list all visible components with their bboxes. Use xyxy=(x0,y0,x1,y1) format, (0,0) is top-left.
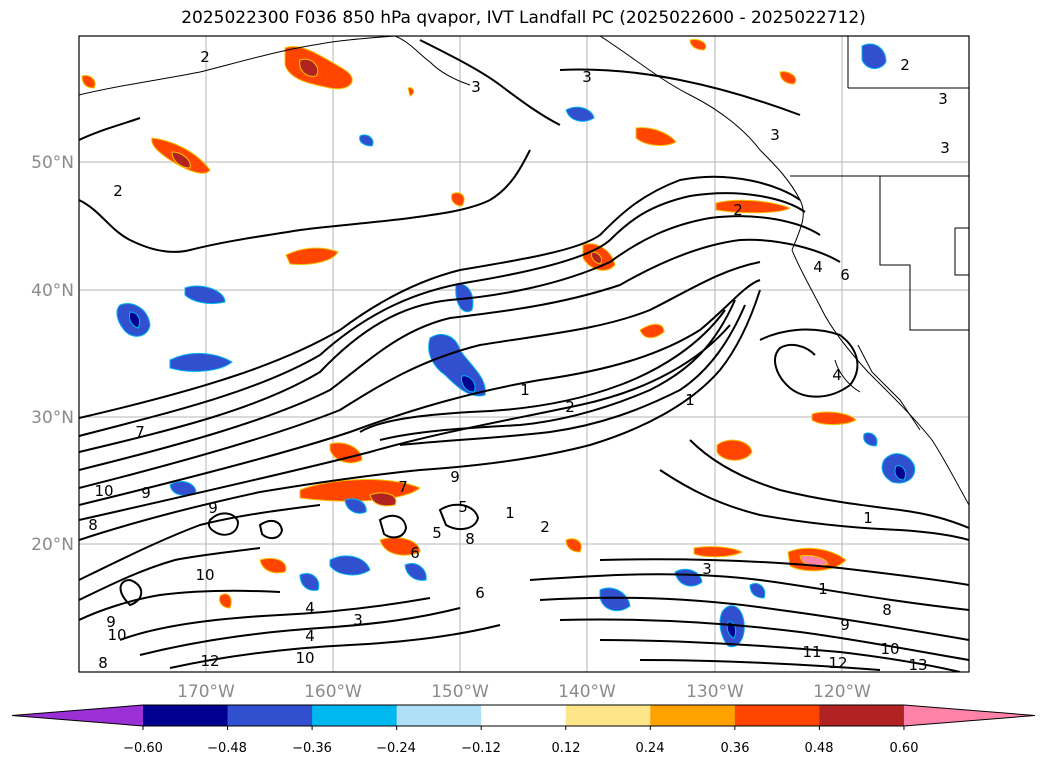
cb-tick-2: −0.48 xyxy=(207,741,247,756)
contour-label: 12 xyxy=(828,654,847,672)
contour-label: 9 xyxy=(840,616,850,634)
colorbar-segment xyxy=(734,705,820,726)
ivt-contours xyxy=(79,39,969,672)
contour-label: 6 xyxy=(475,584,485,602)
contour-label: 5 xyxy=(458,498,468,516)
lon-label-140w: 140°W xyxy=(558,682,616,702)
lon-label-160w: 160°W xyxy=(304,682,362,702)
cb-tick-9: 0.48 xyxy=(805,741,834,756)
contour-label: 4 xyxy=(305,599,315,617)
map-frame xyxy=(78,35,970,673)
colorbar-segment xyxy=(227,705,313,726)
cb-tick-4: −0.24 xyxy=(376,741,416,756)
contour-label: 10 xyxy=(880,640,899,658)
lon-label-150w: 150°W xyxy=(431,682,489,702)
contour-label: 3 xyxy=(770,126,780,144)
contour-label: 2 xyxy=(200,48,210,66)
contour-label: 10 xyxy=(195,566,214,584)
contour-label: 3 xyxy=(471,78,481,96)
colorbar-extend-low xyxy=(12,705,143,726)
contour-label: 11 xyxy=(802,643,821,661)
contour-label: 6 xyxy=(410,544,420,562)
contour-label: 4 xyxy=(305,627,315,645)
cb-tick-3: −0.36 xyxy=(292,741,332,756)
contour-label: 10 xyxy=(295,649,314,667)
contour-label: 1 xyxy=(505,504,515,522)
lon-label-130w: 130°W xyxy=(686,682,744,702)
contour-label: 8 xyxy=(465,530,475,548)
cb-tick-6: 0.12 xyxy=(552,741,581,756)
contour-label: 7 xyxy=(398,478,408,496)
cb-tick-5: −0.12 xyxy=(461,741,501,756)
contour-label: 5 xyxy=(432,524,442,542)
contour-label: 3 xyxy=(353,611,363,629)
contour-label: 8 xyxy=(98,654,108,672)
contour-label: 8 xyxy=(882,601,892,619)
contour-label: 2 xyxy=(113,182,123,200)
contour-label: 1 xyxy=(818,580,828,598)
contour-label: 2 xyxy=(540,518,550,536)
contour-label: 2 xyxy=(565,398,575,416)
colorbar xyxy=(11,704,1036,730)
contour-label: 2 xyxy=(733,201,743,219)
contour-label: 1 xyxy=(520,381,530,399)
contour-label: 4 xyxy=(832,366,842,384)
colorbar-segment xyxy=(143,705,229,726)
cb-tick-8: 0.36 xyxy=(721,741,750,756)
contour-label: 9 xyxy=(450,468,460,486)
contour-label: 9 xyxy=(141,484,151,502)
contour-label: 6 xyxy=(840,266,850,284)
contour-label: 9 xyxy=(208,499,218,517)
contour-label: 3 xyxy=(938,90,948,108)
contour-label: 8 xyxy=(88,516,98,534)
contour-label: 3 xyxy=(940,139,950,157)
contour-label: 3 xyxy=(702,560,712,578)
contour-label: 7 xyxy=(135,423,145,441)
cb-tick-10: 0.60 xyxy=(890,741,919,756)
contour-label: 10 xyxy=(94,482,113,500)
contour-label: 13 xyxy=(908,656,927,674)
colorbar-segment xyxy=(396,705,482,726)
colorbar-segment xyxy=(819,705,905,726)
cb-tick-7: 0.24 xyxy=(636,741,665,756)
contour-label: 1 xyxy=(685,391,695,409)
lat-label-20n: 20°N xyxy=(31,535,74,555)
lat-label-30n: 30°N xyxy=(31,408,74,428)
colorbar-segment xyxy=(650,705,736,726)
colorbar-ticks: −0.60 −0.48 −0.36 −0.24 −0.12 0.12 0.24 … xyxy=(123,741,918,756)
contour-label: 9 xyxy=(106,613,116,631)
cb-tick-1: −0.60 xyxy=(123,741,163,756)
contour-label: 1 xyxy=(863,509,873,527)
lat-label-40n: 40°N xyxy=(31,281,74,301)
contour-label: 10 xyxy=(107,626,126,644)
map-title: 2025022300 F036 850 hPa qvapor, IVT Land… xyxy=(181,8,866,28)
colorbar-segment xyxy=(481,705,567,726)
contour-label: 3 xyxy=(582,68,592,86)
colorbar-segment xyxy=(312,705,398,726)
lon-label-120w: 120°W xyxy=(813,682,871,702)
lon-label-170w: 170°W xyxy=(177,682,235,702)
contour-label: 2 xyxy=(900,56,910,74)
coastlines xyxy=(79,36,969,506)
colorbar-segment xyxy=(565,705,651,726)
contour-label: 12 xyxy=(200,652,219,670)
colorbar-extend-high xyxy=(903,705,1035,726)
lat-label-50n: 50°N xyxy=(31,153,74,173)
contour-label: 4 xyxy=(813,258,823,276)
